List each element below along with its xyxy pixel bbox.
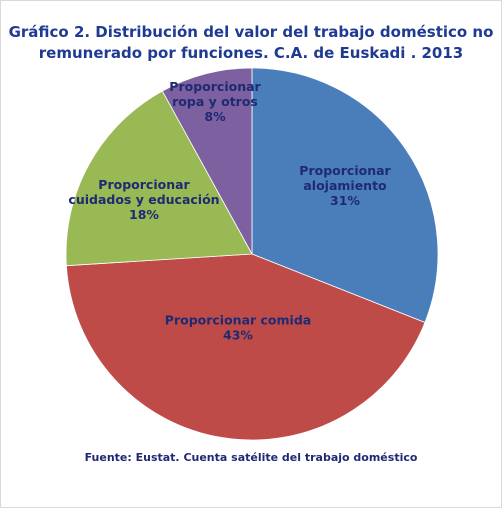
pie-label-pct-3: 8% — [204, 109, 226, 124]
pie-label-0: Proporcionar alojamiento 31% — [299, 163, 391, 208]
pie-labels: Proporcionar alojamiento 31%Proporcionar c… — [68, 79, 391, 343]
pie-label-3: Proporcionar ropa y otros 8% — [169, 79, 261, 124]
chart-title-line-1: Gráfico 2. Distribución del valor del tr… — [8, 23, 494, 41]
pie-label-text-3: Proporcionar — [169, 79, 261, 94]
pie-label-text-3: ropa y otros — [172, 94, 258, 109]
pie-label-pct-2: 18% — [129, 207, 159, 222]
chart-title-line-2: remunerado por funciones. C.A. de Euskad… — [38, 44, 464, 62]
pie-label-text-0: alojamiento — [303, 178, 387, 193]
pie-label-1: Proporcionar comida 43% — [165, 313, 311, 343]
pie-label-pct-1: 43% — [223, 328, 253, 343]
pie-label-2: Proporcionar cuidados y educación 18% — [68, 177, 219, 222]
pie-label-text-2: Proporcionar — [98, 177, 190, 192]
pie-slices — [65, 67, 439, 441]
pie-slice-2 — [65, 90, 253, 267]
chart-title: Gráfico 2. Distribución del valor del tr… — [0, 22, 502, 64]
pie-label-text-0: Proporcionar — [299, 163, 391, 178]
pie-slice-1 — [65, 253, 426, 441]
pie-label-text-2: cuidados y educación — [68, 192, 219, 207]
chart-source: Fuente: Eustat. Cuenta satélite del trab… — [84, 451, 418, 464]
pie-label-pct-0: 31% — [330, 193, 360, 208]
pie-slice-0 — [251, 67, 439, 323]
pie-slice-3 — [161, 67, 253, 255]
pie-label-text-1: Proporcionar comida — [165, 313, 311, 328]
